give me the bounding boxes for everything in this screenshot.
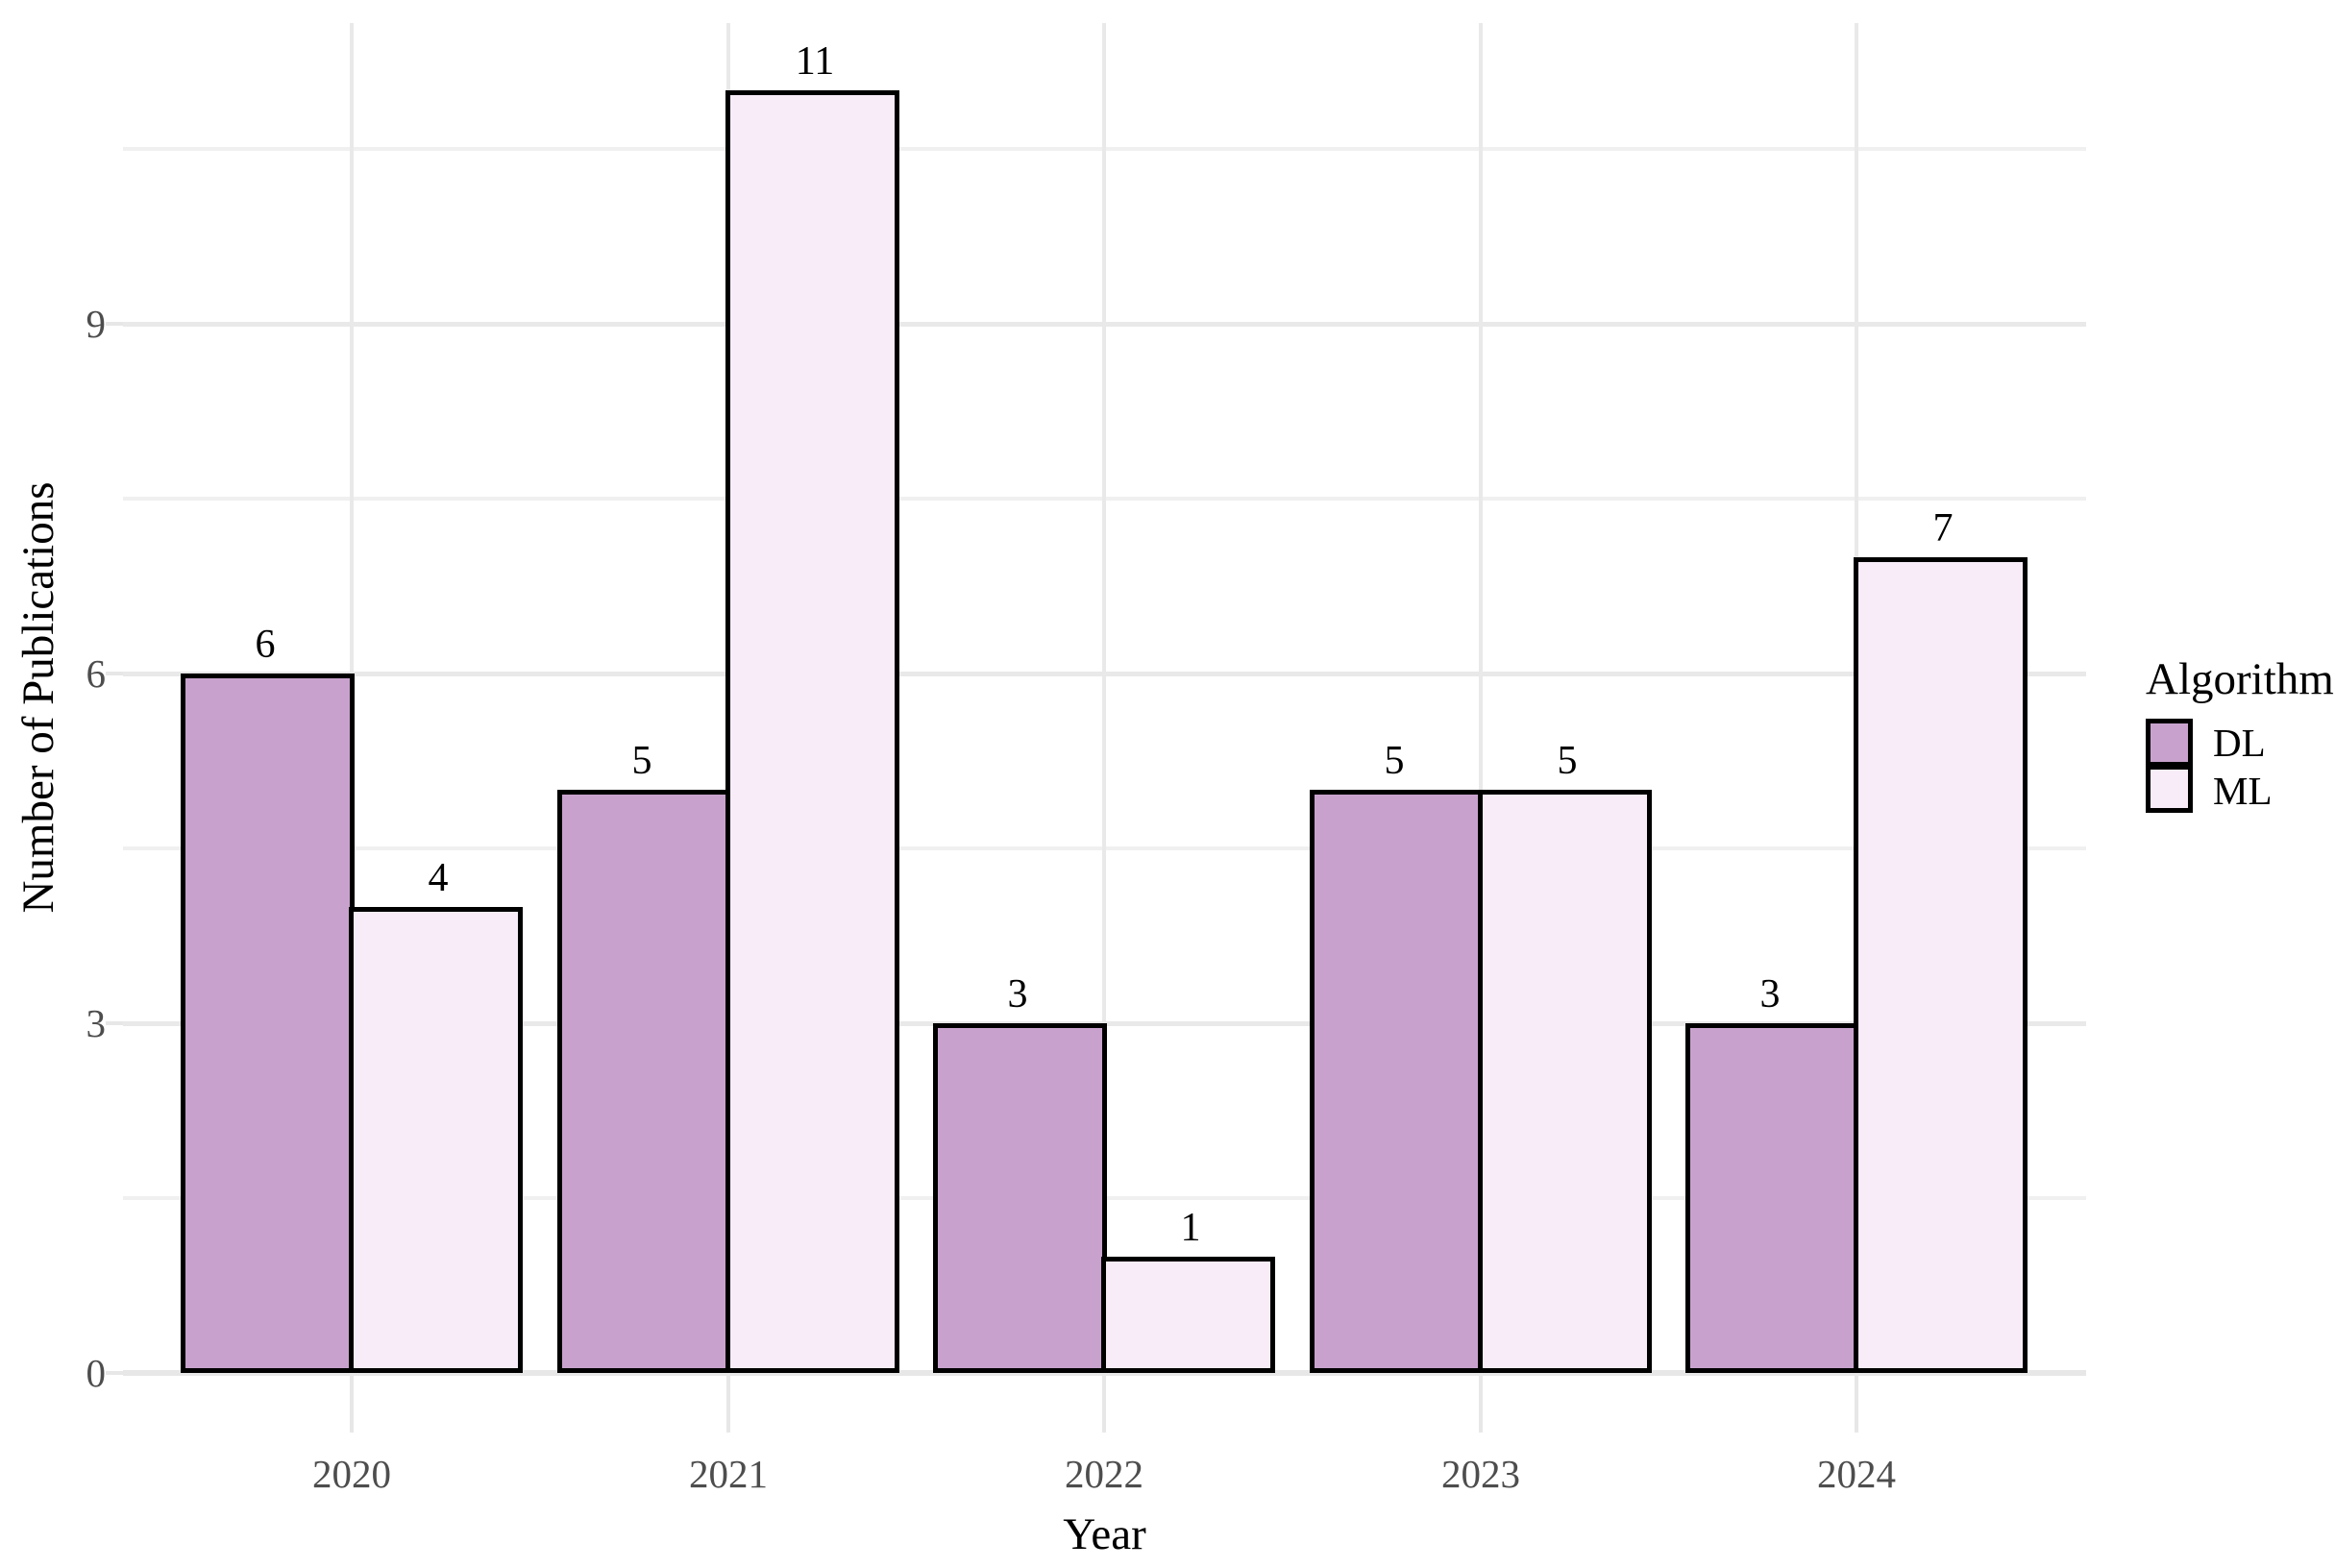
legend-label-ml: ML xyxy=(2213,769,2273,813)
x-tick-label-2021: 2021 xyxy=(689,1452,768,1496)
y-tick-label-0: 0 xyxy=(86,1351,107,1395)
x-tick-2022 xyxy=(1102,1373,1106,1433)
x-axis-title: Year xyxy=(1063,1509,1146,1559)
legend-key-ml xyxy=(2146,764,2193,813)
x-tick-label-2022: 2022 xyxy=(1065,1452,1143,1496)
x-tick-2023 xyxy=(1479,1373,1483,1433)
legend: Algorithm DL ML xyxy=(2146,653,2334,815)
bar-label-ml-2024: 7 xyxy=(1932,506,1954,551)
bar-label-ml-2021: 11 xyxy=(795,39,835,84)
bar-dl-2021 xyxy=(557,790,731,1373)
x-tick-2024 xyxy=(1855,1373,1858,1433)
bar-dl-2024 xyxy=(1685,1023,1859,1373)
bar-label-dl-2023: 5 xyxy=(1384,739,1405,783)
bar-ml-2020 xyxy=(349,907,523,1373)
y-tick-0 xyxy=(106,1371,123,1375)
bar-label-dl-2020: 6 xyxy=(255,623,276,667)
y-tick-9 xyxy=(106,322,123,326)
bar-dl-2023 xyxy=(1310,790,1484,1373)
bar-label-dl-2021: 5 xyxy=(631,739,652,783)
x-tick-label-2020: 2020 xyxy=(312,1452,391,1496)
gridline-major-x-2022 xyxy=(1102,23,1106,1373)
bar-ml-2022 xyxy=(1101,1257,1275,1373)
y-tick-label-6: 6 xyxy=(86,651,107,696)
legend-label-dl: DL xyxy=(2213,721,2266,765)
legend-items: DL ML xyxy=(2146,719,2334,815)
bar-label-ml-2022: 1 xyxy=(1180,1206,1201,1250)
legend-key-dl xyxy=(2146,719,2193,767)
bar-ml-2024 xyxy=(1854,557,2028,1373)
x-tick-2021 xyxy=(726,1373,730,1433)
gridline-major-x-2023 xyxy=(1479,23,1483,1373)
y-tick-6 xyxy=(106,672,123,675)
y-tick-label-3: 3 xyxy=(86,1001,107,1045)
bar-label-ml-2023: 5 xyxy=(1557,739,1578,783)
x-tick-label-2023: 2023 xyxy=(1441,1452,1520,1496)
bar-label-dl-2022: 3 xyxy=(1007,972,1028,1017)
y-axis-title: Number of Publications xyxy=(13,481,63,914)
y-tick-3 xyxy=(106,1021,123,1025)
x-tick-label-2024: 2024 xyxy=(1817,1452,1896,1496)
legend-title: Algorithm xyxy=(2146,654,2334,704)
bar-label-ml-2020: 4 xyxy=(428,856,449,900)
bar-dl-2022 xyxy=(933,1023,1107,1373)
legend-item-dl: DL xyxy=(2146,719,2334,767)
y-tick-label-9: 9 xyxy=(86,302,107,346)
bar-label-dl-2024: 3 xyxy=(1759,972,1781,1017)
bar-dl-2020 xyxy=(181,674,355,1373)
legend-item-ml: ML xyxy=(2146,764,2334,815)
x-tick-2020 xyxy=(350,1373,354,1433)
bar-ml-2023 xyxy=(1478,790,1652,1373)
bar-ml-2021 xyxy=(725,90,899,1373)
